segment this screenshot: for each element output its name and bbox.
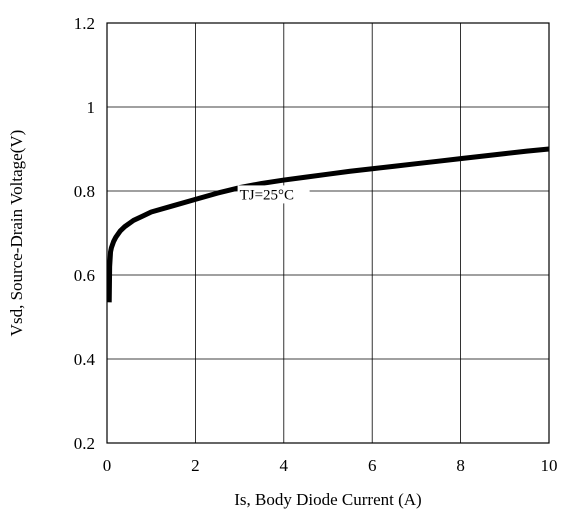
x-tick-label: 10 [541,456,558,475]
y-tick-labels: 0.2 0.4 0.6 0.8 1 1.2 [74,14,96,453]
grid [106,22,550,444]
y-tick-label: 0.8 [74,182,95,201]
y-tick-label: 0.6 [74,266,95,285]
y-tick-label: 1.2 [74,14,95,33]
x-axis-label: Is, Body Diode Current (A) [234,490,421,509]
x-tick-label: 2 [191,456,200,475]
temperature-annotation: TJ=25°C [240,187,294,203]
y-tick-label: 1 [87,98,96,117]
x-tick-label: 8 [456,456,465,475]
annotation-background [237,185,310,204]
x-tick-labels: 0 2 4 6 8 10 [103,456,558,475]
plot-frame [106,22,550,444]
y-tick-label: 0.2 [74,434,95,453]
x-tick-label: 6 [368,456,377,475]
x-tick-label: 4 [280,456,289,475]
x-tick-label: 0 [103,456,112,475]
y-tick-label: 0.4 [74,350,96,369]
y-axis-label: Vsd, Source-Drain Voltage(V) [7,130,26,337]
series-line-tj25 [106,146,550,303]
